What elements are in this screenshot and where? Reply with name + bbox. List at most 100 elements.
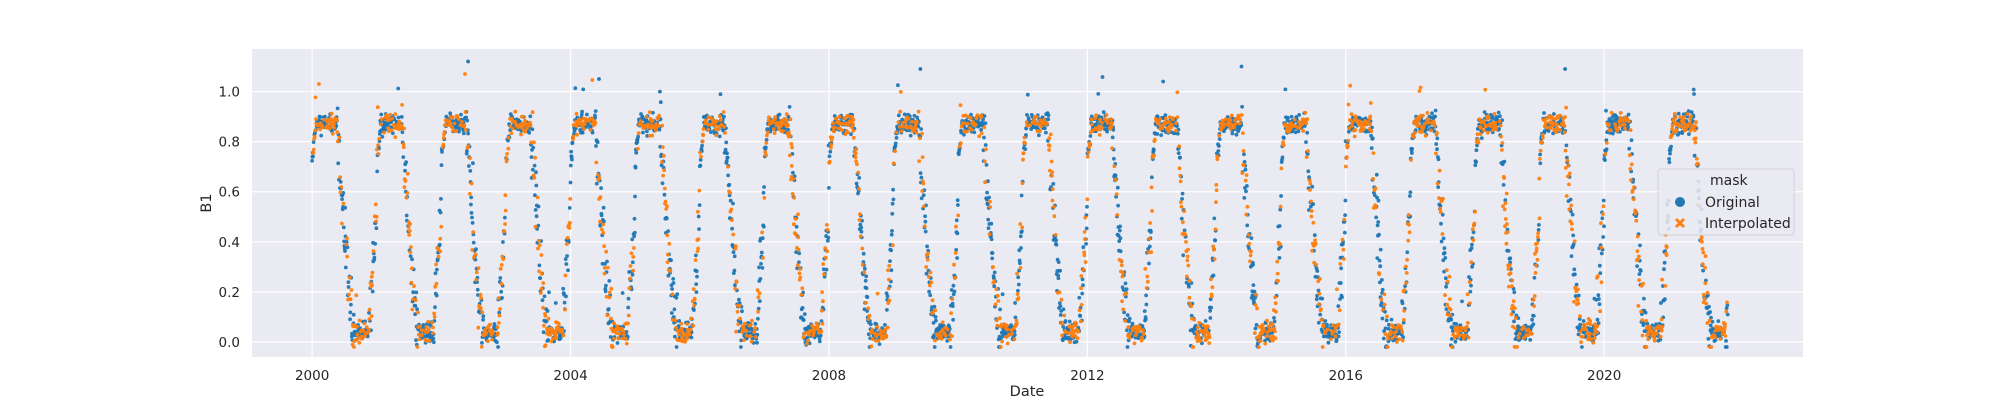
original-point <box>1571 233 1576 238</box>
interpolated-point <box>1309 214 1314 219</box>
original-point <box>955 256 959 260</box>
interpolated-point <box>1592 336 1597 341</box>
original-point <box>1386 326 1391 331</box>
original-point <box>1000 292 1005 297</box>
interpolated-point <box>1309 199 1313 204</box>
original-point <box>380 134 385 139</box>
interpolated-point <box>653 128 658 133</box>
interpolated-point <box>344 242 349 247</box>
interpolated-point <box>706 122 710 127</box>
interpolated-point <box>389 128 394 133</box>
interpolated-point <box>916 109 921 114</box>
original-point <box>570 140 575 145</box>
original-point <box>461 128 465 132</box>
interpolated-point <box>463 127 468 132</box>
interpolated-point <box>617 331 622 336</box>
original-point <box>868 322 873 327</box>
original-point <box>934 318 938 323</box>
interpolated-point <box>987 232 992 237</box>
interpolated-point <box>601 230 606 235</box>
interpolated-point <box>1005 323 1009 328</box>
interpolated-point <box>683 339 687 344</box>
interpolated-point <box>679 326 684 331</box>
interpolated-point <box>402 185 407 190</box>
original-point <box>1512 319 1516 324</box>
original-point <box>641 130 645 135</box>
interpolated-point <box>1588 322 1593 327</box>
interpolated-point <box>1306 149 1310 153</box>
interpolated-point <box>459 119 464 124</box>
original-point <box>954 248 959 252</box>
original-point <box>501 240 505 244</box>
original-point <box>1101 110 1106 114</box>
interpolated-point <box>602 244 607 249</box>
interpolated-point <box>1147 236 1152 241</box>
original-point <box>888 259 892 263</box>
original-point <box>341 225 346 230</box>
interpolated-point <box>692 303 697 308</box>
original-point <box>1375 256 1380 260</box>
series-interpolated <box>311 72 1729 349</box>
interpolated-point <box>366 327 371 332</box>
interpolated-point <box>1411 135 1416 139</box>
interpolated-point <box>1540 140 1545 145</box>
original-point <box>1105 129 1109 134</box>
original-point <box>1058 304 1063 308</box>
interpolated-point <box>1623 126 1627 131</box>
interpolated-point <box>1601 212 1605 216</box>
interpolated-point <box>1082 253 1087 258</box>
original-point <box>564 262 569 266</box>
original-point <box>1641 321 1646 326</box>
interpolated-point <box>1578 314 1582 319</box>
interpolated-point <box>935 332 940 337</box>
interpolated-point <box>1078 319 1083 324</box>
original-point <box>1061 324 1066 329</box>
original-point <box>675 292 680 297</box>
interpolated-point <box>771 120 776 125</box>
original-point <box>755 340 759 345</box>
interpolated-point <box>913 126 918 130</box>
interpolated-point <box>313 95 318 100</box>
interpolated-point <box>1183 232 1188 237</box>
original-point <box>1538 161 1543 166</box>
original-point <box>986 226 991 231</box>
interpolated-point <box>744 329 749 333</box>
interpolated-point <box>791 222 796 227</box>
interpolated-point <box>823 255 828 260</box>
interpolated-point <box>434 262 438 267</box>
original-point <box>408 254 413 258</box>
interpolated-point <box>829 145 833 150</box>
interpolated-point <box>685 322 690 326</box>
original-point <box>1637 272 1642 276</box>
original-point <box>1051 182 1056 186</box>
interpolated-point <box>1344 155 1349 160</box>
interpolated-point <box>504 159 509 164</box>
interpolated-point <box>662 153 666 158</box>
original-point <box>1019 246 1023 250</box>
original-point <box>662 192 667 197</box>
original-point <box>1435 147 1439 152</box>
original-point <box>1046 113 1051 118</box>
original-point <box>1239 64 1244 69</box>
original-point <box>580 130 585 135</box>
interpolated-point <box>780 122 785 126</box>
interpolated-point <box>820 290 824 294</box>
interpolated-point <box>903 119 908 124</box>
interpolated-point <box>1707 318 1712 323</box>
original-point <box>698 163 703 168</box>
original-point <box>1323 319 1328 323</box>
interpolated-point <box>1346 144 1350 149</box>
interpolated-point <box>994 287 999 292</box>
interpolated-point <box>1507 263 1512 268</box>
interpolated-point <box>1628 167 1633 171</box>
original-point <box>791 170 795 175</box>
interpolated-point <box>1443 293 1447 297</box>
interpolated-point <box>1529 332 1534 336</box>
interpolated-point <box>926 274 931 279</box>
original-point <box>669 258 673 263</box>
interpolated-point <box>1203 334 1207 338</box>
interpolated-point <box>1145 274 1150 279</box>
original-point <box>666 273 671 278</box>
original-point <box>737 297 741 302</box>
interpolated-point <box>864 301 868 305</box>
